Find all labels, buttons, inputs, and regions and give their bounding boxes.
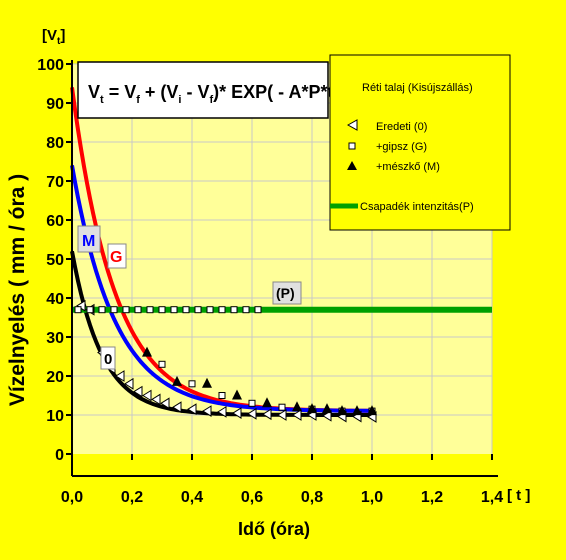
x-tick-label: 0,6 bbox=[241, 489, 263, 506]
y-tick-label: 60 bbox=[46, 213, 64, 230]
x-tick-label: 0,8 bbox=[301, 489, 323, 506]
marker-gipsz bbox=[218, 306, 226, 314]
x-unit-label: [ t ] bbox=[507, 487, 530, 504]
label-0: 0 bbox=[100, 346, 116, 370]
marker-gipsz bbox=[206, 306, 214, 314]
svg-text:0: 0 bbox=[104, 351, 112, 368]
marker-gipsz bbox=[170, 306, 178, 314]
marker-gipsz bbox=[278, 403, 286, 411]
marker-meszko bbox=[337, 405, 347, 416]
label-P: (P) bbox=[272, 281, 302, 305]
marker-eredeti bbox=[151, 393, 161, 406]
x-tick-label: 0,0 bbox=[61, 489, 83, 506]
y-tick-label: 70 bbox=[46, 174, 64, 191]
y-tick-label: 30 bbox=[46, 330, 64, 347]
marker-eredeti bbox=[322, 409, 332, 422]
y-tick-label: 90 bbox=[46, 96, 64, 113]
marker-eredeti bbox=[292, 409, 302, 421]
tick-labels: 0,0 0,2 0,4 0,6 0,8 1,0 1,2 1,4 0 10 20 30 40 50 60 70 8… bbox=[37, 57, 503, 506]
fit-curve bbox=[70, 165, 372, 413]
x-tick-label: 1,2 bbox=[421, 489, 443, 506]
svg-text:M: M bbox=[82, 233, 95, 250]
marker-gipsz bbox=[134, 306, 142, 314]
x-axis-title: Idő (óra) bbox=[238, 519, 310, 539]
marker-gipsz bbox=[110, 306, 118, 314]
formula-text: Vt = Vf + (Vi - Vf)* EXP( - A*P*t ) bbox=[88, 82, 345, 106]
marker-gipsz bbox=[98, 306, 106, 314]
svg-text:(P): (P) bbox=[276, 285, 295, 301]
label-G: G bbox=[107, 243, 127, 269]
marker-eredeti bbox=[217, 405, 227, 418]
axes bbox=[66, 60, 498, 477]
marker-eredeti bbox=[133, 385, 143, 398]
x-tick-label: 0,4 bbox=[181, 489, 203, 506]
y-tick-label: 100 bbox=[37, 57, 64, 74]
legend-marker-meszko bbox=[347, 161, 357, 170]
legend-label-eredeti: Eredeti (0) bbox=[376, 121, 427, 133]
marker-meszko bbox=[202, 377, 212, 388]
marker-gipsz bbox=[254, 306, 262, 314]
x-tick-label: 1,0 bbox=[361, 489, 383, 506]
marker-eredeti bbox=[262, 408, 272, 421]
marker-gipsz bbox=[182, 306, 190, 314]
legend-title: Réti talaj (Kisújszállás) bbox=[362, 82, 473, 94]
marker-meszko bbox=[142, 346, 152, 357]
marker-eredeti bbox=[277, 409, 287, 421]
marker-gipsz bbox=[122, 306, 130, 314]
marker-meszko bbox=[307, 403, 317, 414]
marker-gipsz bbox=[194, 306, 202, 314]
svg-text:G: G bbox=[110, 249, 122, 266]
marker-meszko bbox=[367, 405, 377, 416]
legend-marker-gipsz bbox=[348, 142, 356, 150]
y-unit-label: [Vt] bbox=[42, 27, 65, 47]
y-tick-label: 20 bbox=[46, 369, 64, 386]
marker-gipsz bbox=[158, 360, 166, 368]
marker-eredeti bbox=[124, 377, 134, 390]
marker-eredeti bbox=[115, 370, 125, 382]
legend-label-meszko: +mészkő (M) bbox=[376, 161, 440, 173]
marker-eredeti bbox=[172, 401, 182, 414]
marker-meszko bbox=[352, 405, 362, 416]
marker-eredeti bbox=[142, 389, 152, 402]
marker-meszko bbox=[262, 397, 272, 408]
marker-eredeti bbox=[187, 403, 197, 416]
marker-gipsz bbox=[86, 306, 94, 314]
legend-label-gipsz: +gipsz (G) bbox=[376, 141, 427, 153]
y-tick-label: 0 bbox=[55, 447, 64, 464]
legend-label-csapadek: Csapadék intenzitás(P) bbox=[360, 201, 474, 213]
marker-gipsz bbox=[146, 306, 154, 314]
x-tick-label: 0,2 bbox=[121, 489, 143, 506]
marker-meszko bbox=[172, 375, 182, 386]
marker-gipsz bbox=[158, 306, 166, 314]
marker-gipsz bbox=[230, 306, 238, 314]
y-axis-title: Vízelnyelés ( mm / óra ) bbox=[6, 174, 29, 406]
y-tick-label: 10 bbox=[46, 408, 64, 425]
marker-gipsz bbox=[218, 392, 226, 399]
legend-marker-eredeti bbox=[346, 119, 358, 131]
x-tick-label: 1,4 bbox=[481, 489, 503, 506]
marker-gipsz bbox=[242, 306, 250, 314]
marker-gipsz bbox=[74, 306, 82, 314]
marker-eredeti bbox=[160, 397, 170, 410]
label-M: M bbox=[77, 225, 101, 253]
data-markers bbox=[74, 299, 377, 423]
marker-gipsz bbox=[188, 380, 196, 388]
marker-meszko bbox=[292, 401, 302, 412]
marker-meszko bbox=[322, 403, 332, 414]
y-tick-label: 80 bbox=[46, 135, 64, 152]
y-tick-label: 40 bbox=[46, 291, 64, 308]
marker-eredeti bbox=[247, 407, 257, 420]
y-tick-label: 50 bbox=[46, 252, 64, 269]
marker-eredeti bbox=[232, 407, 242, 419]
marker-gipsz bbox=[248, 399, 256, 407]
legend: Réti talaj (Kisújszállás) Eredeti (0) +g… bbox=[329, 54, 511, 231]
marker-meszko bbox=[232, 389, 242, 400]
marker-eredeti bbox=[202, 405, 212, 418]
formula-box: Vt = Vf + (Vi - Vf)* EXP( - A*P*t ) bbox=[77, 61, 345, 119]
